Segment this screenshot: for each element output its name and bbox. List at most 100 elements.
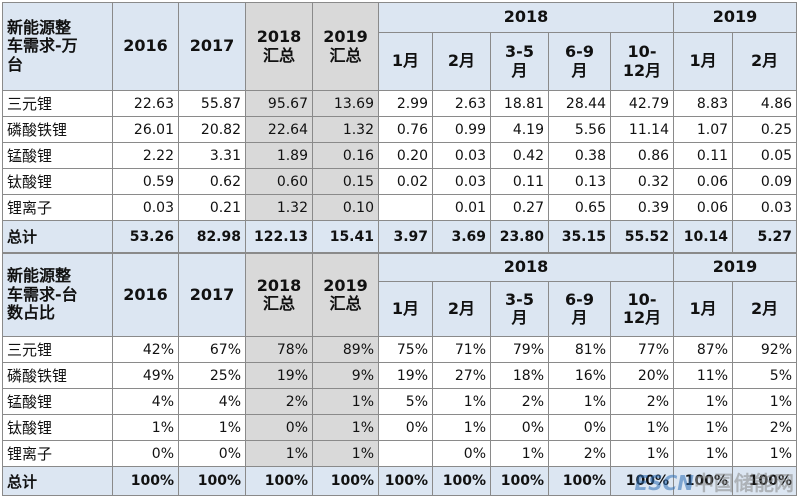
cell: 0.03	[732, 194, 798, 221]
cell: 55.87	[178, 90, 246, 117]
header-line: 2018	[256, 275, 302, 295]
cell: 0.27	[490, 194, 549, 221]
row-label: 锂离子	[2, 194, 113, 221]
cell: 18.81	[490, 90, 549, 117]
group-header: 2019	[673, 253, 798, 282]
cell: 4.19	[490, 116, 549, 143]
row-label: 锰酸锂	[2, 142, 113, 169]
header-line: 2月	[447, 51, 476, 71]
header-line: 2019	[323, 275, 368, 295]
cell: 8.83	[673, 90, 734, 117]
header-line: 10-	[627, 42, 657, 62]
header-line: 6-9	[565, 289, 594, 309]
month-header: 10- 12月	[609, 32, 675, 91]
header-line: 汇总	[329, 45, 362, 65]
cell: 1%	[548, 388, 611, 415]
cell: 0.99	[432, 116, 491, 143]
cell: 11.14	[609, 116, 675, 143]
cell: 5%	[378, 388, 433, 415]
header-row: 新能源整 车需求-万台 2016 2017 2018 汇总 2019 汇总 2018 2019	[2, 2, 798, 91]
cell: 1%	[609, 440, 675, 467]
group-header: 2019	[673, 2, 798, 33]
total-row: 总计 100% 100% 100% 100% 100% 100% 100% 100% 100% 10…	[2, 466, 798, 496]
cell: 0%	[490, 414, 549, 441]
data-row: 磷酸铁锂 49% 25% 19% 9% 19% 27% 18% 16% 20% 11% 5%	[2, 362, 798, 389]
column-header: 2016	[112, 253, 179, 337]
cell: 100%	[490, 466, 549, 496]
header-line: 2月	[750, 51, 779, 71]
month-header: 6-9 月	[548, 281, 611, 337]
cell: 13.69	[312, 90, 379, 117]
cell: 0.16	[312, 142, 379, 169]
header-line: 汇总	[262, 294, 295, 313]
cell: 0.03	[112, 194, 179, 221]
month-header: 10- 12月	[609, 281, 675, 337]
cell: 0.20	[378, 142, 433, 169]
row-label: 磷酸铁锂	[2, 362, 113, 389]
month-header: 2月	[732, 281, 798, 337]
cell: 15.41	[312, 220, 379, 253]
cell: 3.31	[178, 142, 246, 169]
column-header: 2019 汇总	[312, 253, 379, 337]
cell: 4.86	[732, 90, 798, 117]
header-row: 新能源整 车需求-台 数占比 2016 2017 2018 汇总 2019 汇总 2018 2019	[2, 253, 798, 337]
cell: 1.32	[312, 116, 379, 143]
cell: 0.39	[609, 194, 675, 221]
data-table: 新能源整 车需求-台 数占比 2016 2017 2018 汇总 2019 汇总 2018 2019…	[2, 253, 798, 496]
header-line: 12月	[622, 60, 662, 80]
cell: 100%	[112, 466, 179, 496]
header-line: 2018	[256, 27, 302, 47]
cell: 22.64	[245, 116, 313, 143]
cell: 1%	[432, 388, 491, 415]
column-header: 2017	[178, 2, 246, 91]
cell: 0.11	[490, 168, 549, 195]
header-line: 3-5	[505, 289, 534, 309]
data-row: 锰酸锂 2.22 3.31 1.89 0.16 0.20 0.03 0.42 0.38 0.86 0…	[2, 142, 798, 169]
cell: 1.89	[245, 142, 313, 169]
cell: 0.65	[548, 194, 611, 221]
cell: 1%	[673, 440, 734, 467]
cell: 27%	[432, 362, 491, 389]
cell: 0.59	[112, 168, 179, 195]
row-label: 总计	[2, 466, 113, 496]
header-line: 2016	[123, 284, 168, 304]
header-line: 2月	[447, 298, 476, 318]
cell: 82.98	[178, 220, 246, 253]
data-row: 锂离子 0% 0% 1% 1% 0% 1% 2% 1% 1% 1%	[2, 440, 798, 467]
watermark-name: 中国储能网	[694, 471, 794, 495]
header-line: 1月	[689, 51, 717, 71]
header-line: 新能源整	[7, 266, 72, 286]
data-row: 三元锂 42% 67% 78% 89% 75% 71% 79% 81% 77% 87% 92%	[2, 336, 798, 363]
header-line: 汇总	[329, 294, 362, 313]
header-line: 新能源整	[7, 17, 72, 37]
column-header: 2018 汇总	[245, 2, 313, 91]
cell: 1%	[312, 388, 379, 415]
cell: 71%	[432, 336, 491, 363]
cell: 100%	[312, 466, 379, 496]
cell: 100%	[378, 466, 433, 496]
cell: 95.67	[245, 90, 313, 117]
column-header: 2016	[112, 2, 179, 91]
cell: 2%	[609, 388, 675, 415]
header-line: 2016	[123, 36, 168, 56]
row-label: 磷酸铁锂	[2, 116, 113, 143]
header-line: 月	[511, 60, 528, 80]
cell: 100%	[609, 466, 675, 496]
header-row: 1月 2月 3-5 月 6-9 月 10- 12月 1月 2月	[3, 281, 798, 337]
data-row: 锂离子 0.03 0.21 1.32 0.10 0.01 0.27 0.65 0.39 0.06 0…	[2, 194, 798, 221]
month-header: 6-9 月	[548, 32, 611, 91]
row-label: 锂离子	[2, 440, 113, 467]
cell: 0.11	[673, 142, 734, 169]
cell: 26.01	[112, 116, 179, 143]
cell: 1%	[245, 440, 313, 467]
header-line: 车需求-台	[7, 284, 78, 304]
cell: 4%	[178, 388, 246, 415]
cell: 1%	[112, 414, 179, 441]
cell: 22.63	[112, 90, 179, 117]
group-header: 2018	[377, 253, 675, 282]
header-line: 台	[7, 54, 24, 74]
header-line: 12月	[622, 308, 662, 327]
cell: 16%	[548, 362, 611, 389]
